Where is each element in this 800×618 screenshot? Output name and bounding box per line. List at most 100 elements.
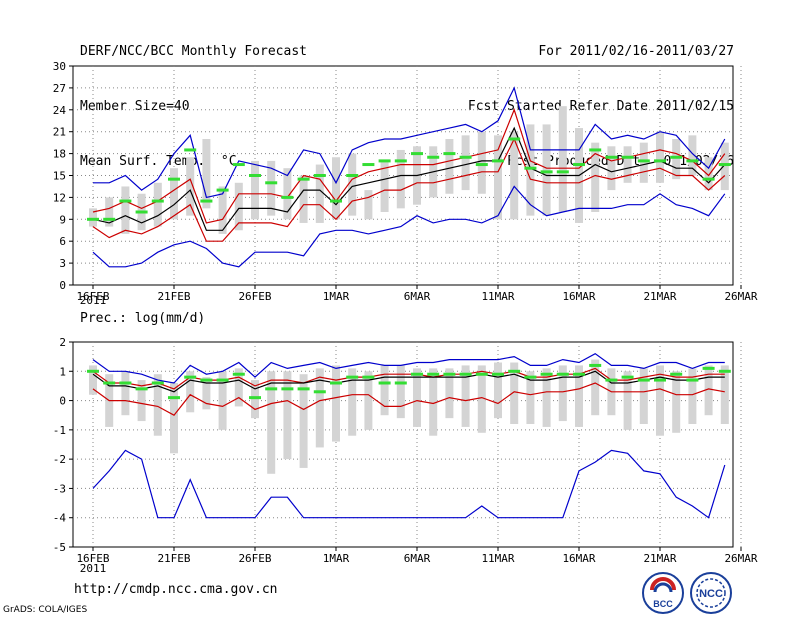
ensemble-mean-line: [92, 370, 725, 393]
member-range-bar: [477, 131, 486, 194]
x-tick-label: 11MAR: [481, 290, 514, 303]
x-tick-label: 21MAR: [643, 552, 676, 565]
member-range-bar: [672, 371, 681, 433]
member-range-bar: [526, 124, 535, 216]
member-range-bar: [348, 368, 357, 436]
member-range-bar: [639, 142, 648, 183]
member-range-bar: [364, 190, 373, 220]
y-tick-label: -1: [53, 424, 66, 437]
x-tick-label: 26FEB: [238, 552, 271, 565]
ncc-logo-text: NCC: [699, 588, 723, 600]
member-range-bar: [137, 380, 146, 422]
member-range-bar: [639, 368, 648, 424]
spread-upper-line: [92, 367, 725, 390]
y-tick-label: -5: [53, 541, 66, 554]
member-range-bar: [105, 197, 114, 227]
x-year-label: 2011: [80, 562, 107, 575]
y-tick-label: -2: [53, 453, 66, 466]
bcc-logo-text: BCC: [653, 599, 673, 609]
member-range-bar: [186, 371, 195, 413]
forecast-period: For 2011/02/16-2011/03/27: [538, 44, 734, 59]
y-tick-label: 2: [59, 336, 66, 349]
ensemble-max-line: [92, 352, 725, 384]
member-range-bar: [558, 365, 567, 422]
y-tick-label: 24: [53, 104, 67, 117]
member-range-bar: [234, 182, 243, 231]
member-range-bar: [704, 157, 713, 191]
x-tick-label: 16MAR: [562, 552, 595, 565]
y-tick-label: 0: [59, 279, 66, 292]
member-range-bar: [218, 371, 227, 430]
member-range-bar: [445, 139, 454, 194]
member-range-bar: [429, 368, 438, 436]
member-range-bar: [623, 146, 632, 183]
member-range-bar: [575, 365, 583, 427]
member-range-bar: [251, 160, 259, 220]
member-range-bar: [607, 146, 616, 191]
x-tick-label: 6MAR: [404, 290, 431, 303]
member-range-bar: [283, 371, 292, 460]
member-range-bar: [170, 168, 178, 220]
member-range-bar: [720, 142, 729, 191]
x-tick-label: 21FEB: [157, 290, 190, 303]
member-range-bar: [332, 365, 340, 442]
x-tick-label: 21MAR: [643, 290, 676, 303]
member-range-bar: [494, 362, 502, 419]
y-tick-label: 6: [59, 235, 66, 248]
member-range-bar: [510, 362, 519, 424]
header-left: DERF/NCC/BCC Monthly Forecast Member Siz…: [80, 9, 307, 191]
ensemble-min-line: [92, 185, 726, 268]
variable-label: Mean Surf. Temp.: °C: [80, 154, 237, 169]
member-range-bar: [170, 383, 178, 454]
member-range-bar: [672, 139, 681, 180]
member-range-bar: [656, 131, 664, 183]
member-range-bar: [413, 368, 421, 427]
ensemble-max-line: [93, 86, 726, 199]
member-size: Member Size=40: [80, 99, 190, 114]
y-tick-label: 9: [59, 213, 66, 226]
member-range-bar: [202, 377, 211, 410]
x-tick-label: 21FEB: [157, 552, 190, 565]
ncc-logo: NCC: [690, 572, 732, 614]
member-range-bar: [283, 168, 292, 220]
source-url[interactable]: http://cmdp.ncc.cma.gov.cn: [74, 582, 278, 597]
member-range-bar: [510, 131, 519, 220]
y-tick-label: -4: [53, 512, 67, 525]
x-year-label: 2011: [80, 294, 107, 307]
plot-frame: [72, 341, 734, 548]
member-range-bar: [380, 160, 389, 212]
y-tick-label: 27: [53, 82, 66, 95]
member-range-bar: [542, 124, 551, 216]
y-tick-label: 1: [59, 365, 66, 378]
grads-credit: GrADS: COLA/IGES: [3, 605, 88, 615]
x-tick-label: 1MAR: [323, 552, 350, 565]
member-range-bar: [720, 365, 729, 424]
x-tick-label: 26MAR: [724, 552, 757, 565]
y-tick-label: 12: [53, 191, 66, 204]
member-range-bar: [89, 208, 97, 227]
member-range-bar: [332, 157, 340, 220]
member-range-bar: [267, 160, 276, 216]
x-tick-label: 26MAR: [724, 290, 757, 303]
member-range-bar: [234, 368, 243, 407]
y-tick-label: 30: [53, 60, 66, 73]
x-tick-label: 1MAR: [323, 290, 350, 303]
member-range-bar: [202, 139, 211, 209]
member-range-bar: [591, 142, 600, 212]
member-range-bar: [445, 368, 454, 419]
member-range-bar: [494, 135, 502, 220]
member-range-bar: [688, 135, 697, 176]
member-range-bar: [267, 371, 276, 474]
member-range-bar: [89, 365, 97, 395]
x-tick-label: 11MAR: [481, 552, 514, 565]
member-range-bar: [218, 186, 227, 234]
bcc-logo: BCC: [642, 572, 684, 614]
member-range-bar: [299, 175, 308, 223]
member-range-bar: [299, 374, 308, 468]
member-range-bar: [348, 153, 357, 216]
member-range-bar: [591, 359, 600, 416]
x-tick-label: 6MAR: [404, 552, 431, 565]
member-range-bar: [542, 368, 551, 427]
member-range-bar: [396, 149, 405, 209]
